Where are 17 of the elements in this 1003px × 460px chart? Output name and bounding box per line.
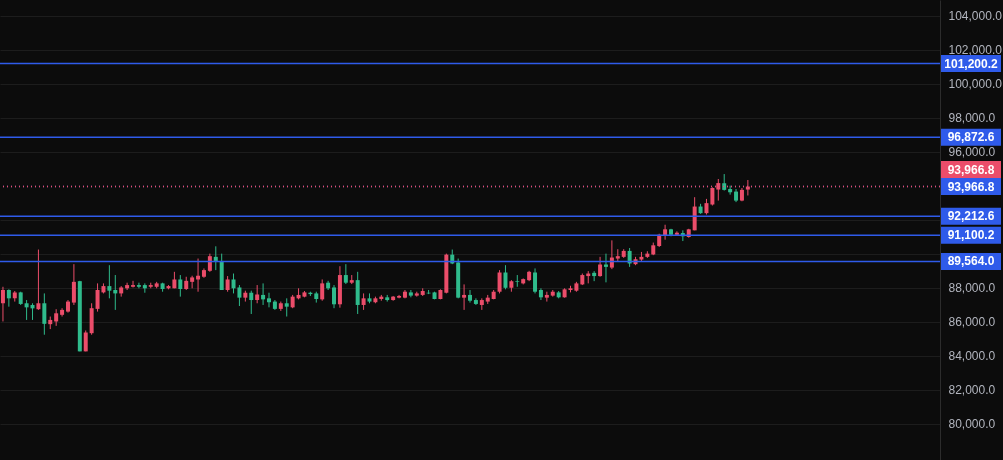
ref-line-label: 91,100.2	[947, 228, 995, 243]
ref-line-label: 89,564.0	[947, 254, 995, 269]
y-tick-label: 100,000.0	[948, 77, 1003, 92]
y-tick-label: 96,000.0	[948, 145, 996, 160]
y-tick-label: 104,000.0	[948, 9, 1003, 24]
ref-line-label: 93,966.8	[947, 162, 995, 177]
y-tick-label: 88,000.0	[948, 281, 996, 296]
ref-line-label: 92,212.6	[947, 209, 995, 224]
y-tick-label: 86,000.0	[948, 315, 996, 330]
y-tick-label: 98,000.0	[948, 111, 996, 126]
y-tick-label: 82,000.0	[948, 383, 996, 398]
ref-line-label: 96,872.6	[947, 130, 995, 145]
ref-line-label: 93,966.8	[947, 179, 995, 194]
y-tick-label: 80,000.0	[948, 417, 996, 432]
ref-line-label: 101,200.2	[944, 56, 999, 71]
y-tick-label: 84,000.0	[948, 349, 996, 364]
y-tick-label: 102,000.0	[948, 43, 1003, 58]
